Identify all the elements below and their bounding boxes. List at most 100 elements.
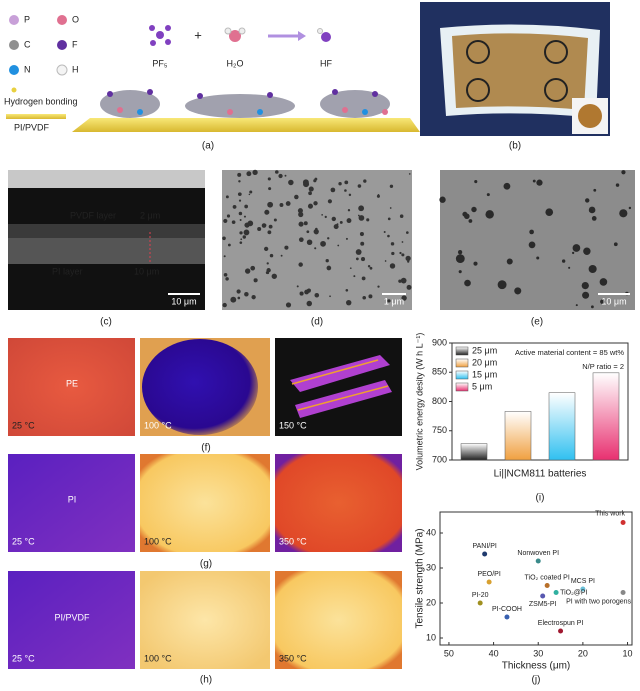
panel-label: (b) <box>509 141 521 152</box>
panel-h: PI/PVDF 25 °C 100 °C 350 °C (h) <box>8 571 402 686</box>
pore <box>267 230 272 235</box>
pore <box>243 229 250 236</box>
pore <box>273 218 277 222</box>
plot-frame <box>439 511 633 646</box>
pore <box>485 210 494 219</box>
pore <box>486 193 490 197</box>
pore <box>268 224 273 229</box>
pore <box>583 247 591 255</box>
pore <box>231 220 236 225</box>
pore <box>358 205 365 212</box>
panel-label: (d) <box>311 317 323 328</box>
scale-bar-label: 10 μm <box>171 296 196 306</box>
pore <box>223 273 228 277</box>
pore <box>529 229 534 235</box>
pore <box>279 203 284 207</box>
point <box>580 586 586 592</box>
pore <box>514 287 522 295</box>
pore <box>314 230 319 235</box>
temperature-label: 150 °C <box>279 420 307 430</box>
pore <box>222 236 226 241</box>
pore <box>400 277 407 284</box>
pore <box>320 240 326 247</box>
pore <box>458 270 462 274</box>
pore <box>297 208 303 214</box>
legend-text: C <box>24 39 31 49</box>
point <box>535 558 541 564</box>
pore <box>308 191 312 196</box>
pore <box>244 292 249 297</box>
pore <box>314 292 320 298</box>
pore <box>585 198 590 203</box>
pore <box>239 231 243 235</box>
y-axis-label: Tensile strength (MPa) <box>415 528 426 628</box>
pore <box>330 187 336 193</box>
pore <box>357 184 362 188</box>
pore <box>545 208 554 217</box>
pore <box>536 179 543 186</box>
pore <box>399 214 404 218</box>
pore <box>532 179 536 183</box>
pore <box>582 291 590 299</box>
temperature-label: 350 °C <box>279 536 307 546</box>
pore <box>572 244 581 252</box>
pore <box>398 279 402 283</box>
y-tick-label: 850 <box>432 367 447 377</box>
pore <box>593 188 597 192</box>
pore <box>506 258 513 265</box>
legend-text: Hydrogen bonding <box>4 96 78 106</box>
pore <box>274 170 279 174</box>
panel-label: (g) <box>200 559 212 570</box>
pore <box>471 206 477 213</box>
legend-text: PI/PVDF <box>14 122 50 132</box>
pore <box>345 299 352 306</box>
point-label: TiO₂@PI <box>560 589 588 596</box>
y-tick-label: 40 <box>426 527 436 537</box>
temperature-label: 100 °C <box>144 536 172 546</box>
pore <box>246 171 252 177</box>
temperature-label: 25 °C <box>12 420 35 430</box>
layer-label: PI layer <box>52 266 83 276</box>
pore <box>249 190 253 194</box>
pore <box>315 227 318 231</box>
pore <box>613 242 618 247</box>
pore <box>599 278 608 286</box>
y-tick-label: 900 <box>432 337 447 347</box>
legend-swatch <box>455 382 469 392</box>
pore <box>264 211 269 215</box>
pore <box>269 253 274 258</box>
thickness-label: 10 μm <box>134 266 159 276</box>
pore <box>468 219 473 223</box>
pore <box>238 199 242 202</box>
pore <box>243 215 246 218</box>
pore <box>298 221 304 227</box>
point-label: PI-COOH <box>492 606 522 613</box>
pore <box>363 179 367 183</box>
x-axis-label: Thickness (μm) <box>502 661 571 672</box>
pore <box>240 238 243 241</box>
legend-swatch <box>455 370 469 380</box>
temperature-label: 25 °C <box>12 536 35 546</box>
panel-d: 1 μm (d) <box>222 169 412 328</box>
plus: + <box>194 27 202 42</box>
x-axis-label: Li||NCM811 batteries <box>494 469 587 480</box>
pore <box>237 172 242 177</box>
pore <box>223 255 226 258</box>
pore <box>306 300 313 307</box>
pore <box>223 218 228 224</box>
point <box>544 583 550 588</box>
point-label: Nonwoven PI <box>517 550 559 557</box>
pore <box>600 299 605 305</box>
pore <box>384 260 387 262</box>
pore <box>308 288 311 291</box>
pore <box>377 285 380 288</box>
pore <box>369 266 373 270</box>
pore <box>304 289 309 295</box>
pore <box>366 218 370 222</box>
pore <box>401 295 407 301</box>
bar <box>592 372 620 461</box>
annotation: Active material content = 85 wt% <box>515 348 624 357</box>
point <box>482 551 488 557</box>
pore <box>571 251 575 255</box>
